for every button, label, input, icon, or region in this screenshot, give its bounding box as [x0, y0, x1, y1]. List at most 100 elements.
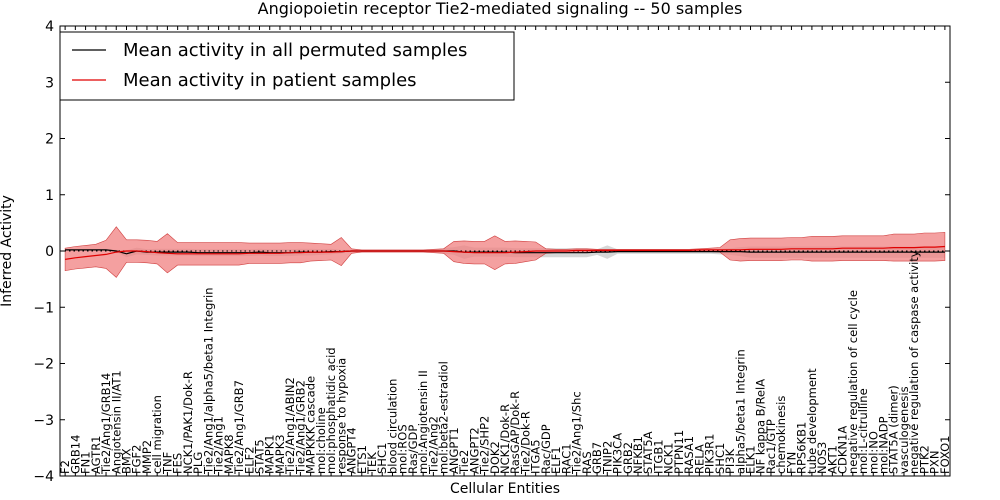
- x-tick-label: vasculogenesis: [897, 386, 911, 474]
- x-tick-label: FES: [171, 453, 185, 474]
- x-tick-label: FGF2: [130, 445, 144, 474]
- y-tick-label: −4: [33, 469, 54, 485]
- x-tick-label: CDKN1A: [836, 426, 850, 474]
- x-tick-label: Tie2/Ang2: [426, 416, 440, 475]
- x-tick-label: TNIP2: [600, 441, 614, 475]
- x-tick-label: F2: [58, 460, 72, 474]
- x-tick-label: RAC1: [559, 443, 573, 474]
- x-tick-label: SHC1: [713, 443, 727, 474]
- x-tick-label: Rac/GDP: [539, 424, 553, 474]
- x-tick-label: PTK2: [917, 445, 931, 474]
- chart-title: Angiopoietin receptor Tie2-mediated sign…: [258, 0, 743, 18]
- x-tick-label: PTPN11: [672, 430, 686, 474]
- x-tick-label: FN1: [79, 451, 93, 474]
- x-tick-label: AGTR1: [89, 436, 103, 475]
- x-tick-label: Tie2/Ang1/ABIN2: [283, 377, 297, 475]
- x-tick-label: AKT1: [825, 445, 839, 474]
- x-tick-label: ANGPT4: [345, 427, 359, 474]
- x-tick-label: NCK1/PAK1/Dok-R: [181, 371, 195, 474]
- x-tick-label: Tie2/Ang1/alpha5/beta1 Integrin: [201, 287, 215, 475]
- x-tick-label: Tie2/Ang1/Shc: [570, 391, 584, 475]
- x-tick-label: mol:beta2-estradiol: [437, 361, 451, 474]
- x-tick-label: Tie2/Ang1/GRB7: [232, 380, 246, 475]
- x-tick-label: Angiotensin II/AT1: [109, 370, 123, 474]
- x-tick-label: response to hypoxia: [334, 358, 348, 474]
- x-tick-label: Tie2/SHP2: [478, 416, 492, 475]
- x-tick-label: ITGB1: [651, 439, 665, 474]
- x-tick-label: Tie2/Ang1: [212, 416, 226, 475]
- x-tick-label: blood circulation: [386, 379, 400, 474]
- x-tick-label: mol:choline: [314, 407, 328, 474]
- x-tick-label: Tie2/Ang1/GRB2: [293, 380, 307, 475]
- x-tick-label: mol:NO: [866, 431, 880, 474]
- x-tick-label: NFKB1: [631, 436, 645, 474]
- legend-label-permuted: Mean activity in all permuted samples: [123, 40, 467, 61]
- x-tick-label: Tie2/Ang1/GRB14: [99, 373, 113, 475]
- y-tick-label: 3: [45, 75, 54, 91]
- x-tick-label: RAS: [580, 451, 594, 474]
- x-axis: F2GRB14FN1AGTR1Tie2/Ang1/GRB14Angiotensi…: [58, 26, 952, 476]
- x-axis-label: Cellular Entities: [450, 481, 560, 497]
- x-tick-label: ELF1: [549, 446, 563, 474]
- legend-label-patient: Mean activity in patient samples: [123, 70, 417, 91]
- x-tick-label: ANGPT1: [447, 427, 461, 474]
- x-tick-label: MAPK8: [222, 434, 236, 474]
- x-tick-label: GRB14: [68, 435, 82, 474]
- x-tick-label: STAT5A (dimer): [887, 385, 901, 474]
- x-tick-label: RasGAP/Dok-R: [508, 391, 522, 474]
- x-tick-label: TEK: [365, 452, 379, 475]
- x-tick-label: GRB2: [621, 442, 635, 474]
- x-tick-label: Ras/GDP: [406, 425, 420, 474]
- x-tick-label: PIK3R1: [703, 434, 717, 475]
- x-tick-label: DOK2: [488, 441, 502, 474]
- line-patient: [65, 245, 945, 260]
- x-tick-label: mol:Angiotensin II: [416, 370, 430, 474]
- x-tick-label: BMX: [120, 448, 134, 474]
- x-tick-label: chemokinesis: [774, 396, 788, 474]
- y-tick-label: −2: [33, 357, 54, 373]
- x-tick-label: MAPKKK cascade: [304, 376, 318, 474]
- x-tick-label: negative regulation of caspase activity: [907, 250, 921, 474]
- x-tick-label: ELK1: [744, 445, 758, 474]
- x-tick-label: NOS3: [815, 442, 829, 474]
- x-tick-label: ETS1: [355, 445, 369, 474]
- y-tick-label: 2: [45, 132, 54, 148]
- y-tick-label: 0: [45, 244, 54, 260]
- x-tick-label: NF kappa B/RelA: [754, 379, 768, 474]
- x-tick-label: mol:NADP: [877, 416, 891, 474]
- y-axis: −4 −3 −2 −1 0 1 2 3 4: [33, 19, 950, 485]
- x-tick-label: PI3K: [723, 448, 737, 474]
- x-tick-label: NCK1/Dok-R: [498, 404, 512, 474]
- x-tick-label: PLG: [191, 452, 205, 474]
- x-tick-label: mol:ROS: [396, 424, 410, 474]
- y-tick-label: −1: [33, 300, 54, 316]
- x-tick-label: FOXO1: [938, 436, 952, 474]
- x-tick-label: PIK3CA: [611, 433, 625, 474]
- legend: Mean activity in all permuted samples Me…: [59, 31, 515, 101]
- x-tick-label: STAT5: [253, 439, 267, 474]
- x-tick-label: FYN: [784, 452, 798, 474]
- x-tick-label: negative regulation of cell cycle: [846, 290, 860, 474]
- x-tick-label: MMP2: [140, 440, 154, 474]
- x-tick-label: ELF2: [242, 446, 256, 474]
- x-tick-label: SHC1: [375, 443, 389, 474]
- y-axis-label: Inferred Activity: [0, 195, 15, 307]
- lines-layer: [65, 245, 945, 260]
- x-tick-label: Tie2/Dok-R: [519, 411, 533, 475]
- x-tick-label: GRB7: [590, 442, 604, 474]
- x-tick-label: MAPK3: [273, 434, 287, 474]
- x-tick-label: RASA1: [682, 436, 696, 474]
- x-tick-label: Rac1/GTP: [764, 419, 778, 474]
- x-tick-label: mol:L-citrulline: [856, 388, 870, 474]
- x-tick-label: alpha5/beta1 Integrin: [733, 349, 747, 474]
- y-tick-label: 4: [45, 19, 54, 35]
- x-tick-label: Tie2: [457, 450, 471, 475]
- x-tick-label: cell migration: [150, 395, 164, 474]
- y-tick-label: 1: [45, 188, 54, 204]
- x-tick-label: PXN: [928, 451, 942, 474]
- x-tick-label: tube development: [805, 368, 819, 474]
- x-tick-label: ANGPT2: [467, 427, 481, 474]
- x-tick-label: TNF: [160, 452, 174, 475]
- x-tick-label: MAPK1: [263, 434, 277, 474]
